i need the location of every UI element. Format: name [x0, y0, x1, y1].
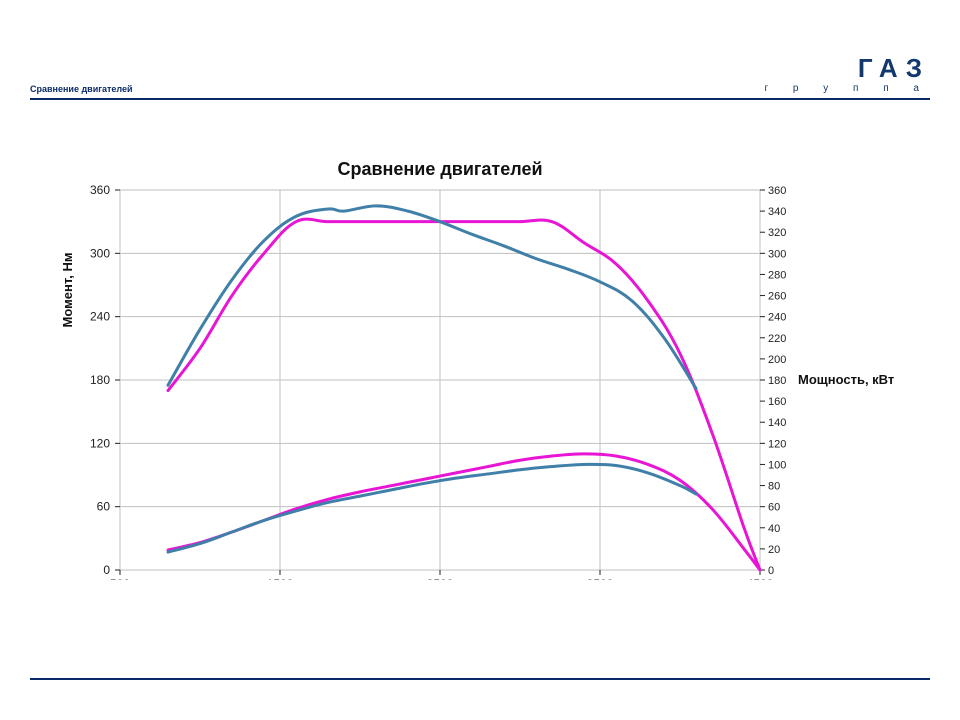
y-right-tick-label: 100	[768, 459, 786, 471]
y-right-tick-label: 280	[768, 269, 786, 281]
y-right-tick-label: 300	[768, 248, 786, 260]
y-right-tick-label: 200	[768, 354, 786, 366]
engine-comparison-chart: 5001500250035004500060120180240300360020…	[0, 20, 960, 580]
x-tick-label: 4500	[747, 577, 774, 580]
x-tick-label: 500	[110, 577, 130, 580]
y-right-tick-label: 220	[768, 333, 786, 345]
x-tick-label: 2500	[427, 577, 454, 580]
y-right-tick-label: 20	[768, 544, 780, 556]
y-left-tick-label: 60	[97, 500, 111, 514]
y-left-tick-label: 120	[90, 436, 110, 450]
y-right-tick-label: 180	[768, 375, 786, 387]
y-right-tick-label: 120	[768, 438, 786, 450]
y-right-tick-label: 340	[768, 206, 786, 218]
chart-title: Сравнение двигателей	[337, 159, 542, 179]
page: Сравнение двигателей ГАЗ г р у п п а 500…	[0, 0, 960, 720]
y-right-tick-label: 320	[768, 227, 786, 239]
y-left-tick-label: 300	[90, 246, 110, 260]
y-left-tick-label: 240	[90, 310, 110, 324]
y-right-tick-label: 80	[768, 481, 780, 493]
y-right-tick-label: 240	[768, 312, 786, 324]
y-right-tick-label: 360	[768, 185, 786, 197]
y-left-tick-label: 360	[90, 183, 110, 197]
x-tick-label: 1500	[267, 577, 294, 580]
y-left-tick-label: 0	[103, 563, 110, 577]
y-right-tick-label: 60	[768, 502, 780, 514]
y-left-tick-label: 180	[90, 373, 110, 387]
x-tick-label: 3500	[587, 577, 614, 580]
y-right-axis-label: Мощность, кВт	[798, 372, 894, 387]
y-right-tick-label: 40	[768, 523, 780, 535]
y-left-axis-label: Момент, Нм	[60, 253, 75, 328]
footer-rule	[30, 678, 930, 680]
y-right-tick-label: 0	[768, 565, 774, 577]
y-right-tick-label: 260	[768, 291, 786, 303]
y-right-tick-label: 160	[768, 396, 786, 408]
y-right-tick-label: 140	[768, 417, 786, 429]
